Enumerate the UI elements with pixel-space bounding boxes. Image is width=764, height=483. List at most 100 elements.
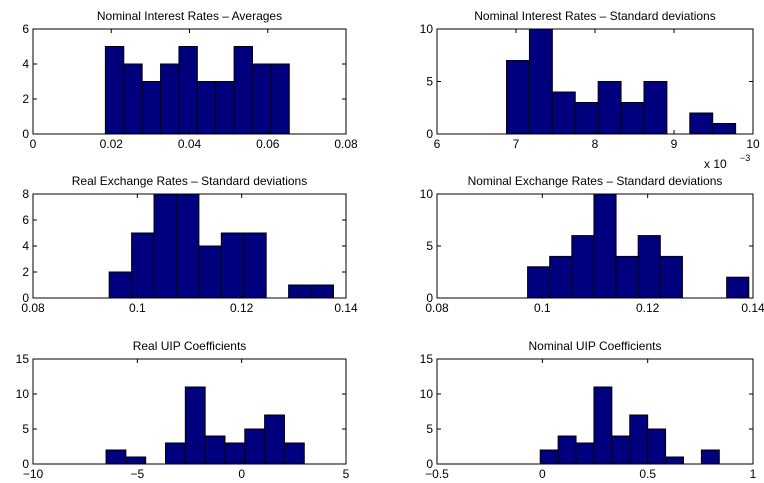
histogram-bar: [659, 255, 683, 299]
x-tick-label: 0.1: [534, 301, 551, 315]
axes-frame: [436, 358, 754, 465]
x-tick-label: 8: [592, 137, 599, 151]
y-tick-label: 10: [420, 387, 434, 401]
histogram-bar: [574, 102, 599, 135]
y-tick-label: 2: [22, 265, 29, 279]
x-tick-label: 9: [671, 137, 678, 151]
histogram-bar: [105, 449, 127, 465]
x-tick-label: 0: [238, 467, 245, 481]
chart-title: Nominal Interest Rates – Standard deviat…: [474, 9, 715, 23]
subplot-1: 0 0.02 0.04 0.06 0.08 0 2 4 6 Nominal Interest Ra…: [22, 9, 358, 151]
subplot-3: 0.08 0.1 0.12 0.14 0 2 4 6 8 Real Exchange Rates …: [21, 174, 358, 315]
histogram-bar: [611, 435, 631, 465]
chart-title: Real UIP Coefficients: [133, 339, 247, 353]
histogram-bar: [196, 81, 217, 135]
x-tick-label: 0.08: [334, 137, 358, 151]
subplot-4: 0.08 0.1 0.12 0.14 0 5 10 Nominal Exchange Rate…: [420, 174, 764, 315]
x-tick-label: 7: [513, 137, 520, 151]
x-tick-label: 0.04: [178, 137, 202, 151]
x-axis-multiplier-exponent: −3: [740, 153, 750, 163]
x-tick-label: 0: [539, 467, 546, 481]
y-tick-label: 15: [420, 352, 434, 366]
x-tick-label: 0.08: [21, 301, 45, 315]
y-tick-label: 4: [22, 239, 29, 253]
histogram-bar: [629, 414, 649, 465]
y-tick-label: 0: [22, 127, 29, 141]
histogram-bar: [615, 255, 639, 299]
histogram-bar: [178, 46, 198, 135]
histogram-bar: [700, 449, 720, 465]
y-tick-label: 0: [22, 291, 29, 305]
y-tick-label: 4: [22, 57, 29, 71]
histogram-bar: [175, 193, 200, 299]
y-tick-label: 0: [426, 127, 433, 141]
bars: [506, 28, 737, 135]
histogram-bar: [153, 193, 177, 299]
histogram-bar: [665, 456, 684, 465]
histogram-bar: [528, 28, 553, 135]
bars: [104, 46, 290, 135]
x-tick-label: 0.12: [230, 301, 254, 315]
y-tick-label: 6: [22, 22, 29, 36]
histogram-bar: [198, 245, 222, 299]
histogram-bar: [571, 235, 595, 299]
y-tick-label: 5: [426, 422, 433, 436]
histogram-bar: [123, 63, 143, 135]
histogram-bar: [283, 442, 305, 465]
y-tick-label: 0: [22, 457, 29, 471]
y-tick-label: 2: [22, 92, 29, 106]
histogram-bar: [597, 81, 622, 135]
histogram-bar: [215, 81, 235, 135]
histogram-bar: [104, 46, 125, 135]
subplot-5: −10 −5 0 5 0 5 10 15 Real UIP Coefficients: [16, 339, 350, 481]
histogram-bar: [108, 271, 133, 299]
chart-title: Nominal Interest Rates – Averages: [97, 9, 282, 23]
y-tick-label: 0: [426, 291, 433, 305]
histogram-bar: [593, 193, 617, 299]
histogram-bar: [689, 112, 714, 135]
y-tick-label: 5: [426, 75, 433, 89]
histogram-bar: [233, 46, 253, 135]
histogram-bar: [131, 232, 155, 299]
y-tick-label: 10: [420, 22, 434, 36]
histogram-bar: [310, 284, 334, 299]
histogram-bar: [712, 123, 737, 135]
x-tick-label: 0.12: [636, 301, 660, 315]
histogram-bar: [243, 232, 267, 299]
subplot-2: 6 7 8 9 10 0 5 10 Nominal Interest Rates – Stand…: [420, 9, 760, 171]
x-tick-label: 10: [746, 137, 760, 151]
histogram-bar: [637, 235, 661, 299]
histogram-bar: [125, 456, 147, 465]
y-tick-label: 15: [16, 352, 30, 366]
chart-title: Nominal UIP Coefficients: [529, 339, 662, 353]
histogram-bar: [593, 386, 613, 465]
histogram-bar: [527, 266, 551, 299]
chart-title: Nominal Exchange Rates – Standard deviat…: [468, 174, 723, 188]
bars: [527, 193, 750, 299]
histogram-bar: [506, 60, 530, 135]
y-tick-label: 5: [22, 422, 29, 436]
x-tick-label: −0.5: [425, 467, 449, 481]
x-tick-label: 1: [750, 467, 757, 481]
x-tick-label: 0.1: [129, 301, 146, 315]
y-tick-label: 10: [420, 187, 434, 201]
histogram-bar: [647, 428, 667, 465]
y-tick-label: 10: [16, 387, 30, 401]
histogram-bar: [288, 284, 312, 299]
histogram-bar: [620, 102, 645, 135]
histogram-bar: [141, 81, 162, 135]
x-tick-label: 0.14: [741, 301, 764, 315]
histogram-bar: [244, 428, 266, 465]
x-tick-label: 5: [343, 467, 350, 481]
histogram-bar: [220, 232, 245, 299]
histogram-bar: [539, 449, 559, 465]
y-tick-label: 6: [22, 213, 29, 227]
histogram-bar: [160, 63, 180, 135]
x-tick-label: 0.02: [100, 137, 124, 151]
histogram-bar: [184, 386, 206, 465]
x-tick-label: 0.14: [334, 301, 358, 315]
histogram-bar: [549, 255, 573, 299]
histogram-bar: [251, 63, 272, 135]
histogram-bar: [204, 435, 226, 465]
